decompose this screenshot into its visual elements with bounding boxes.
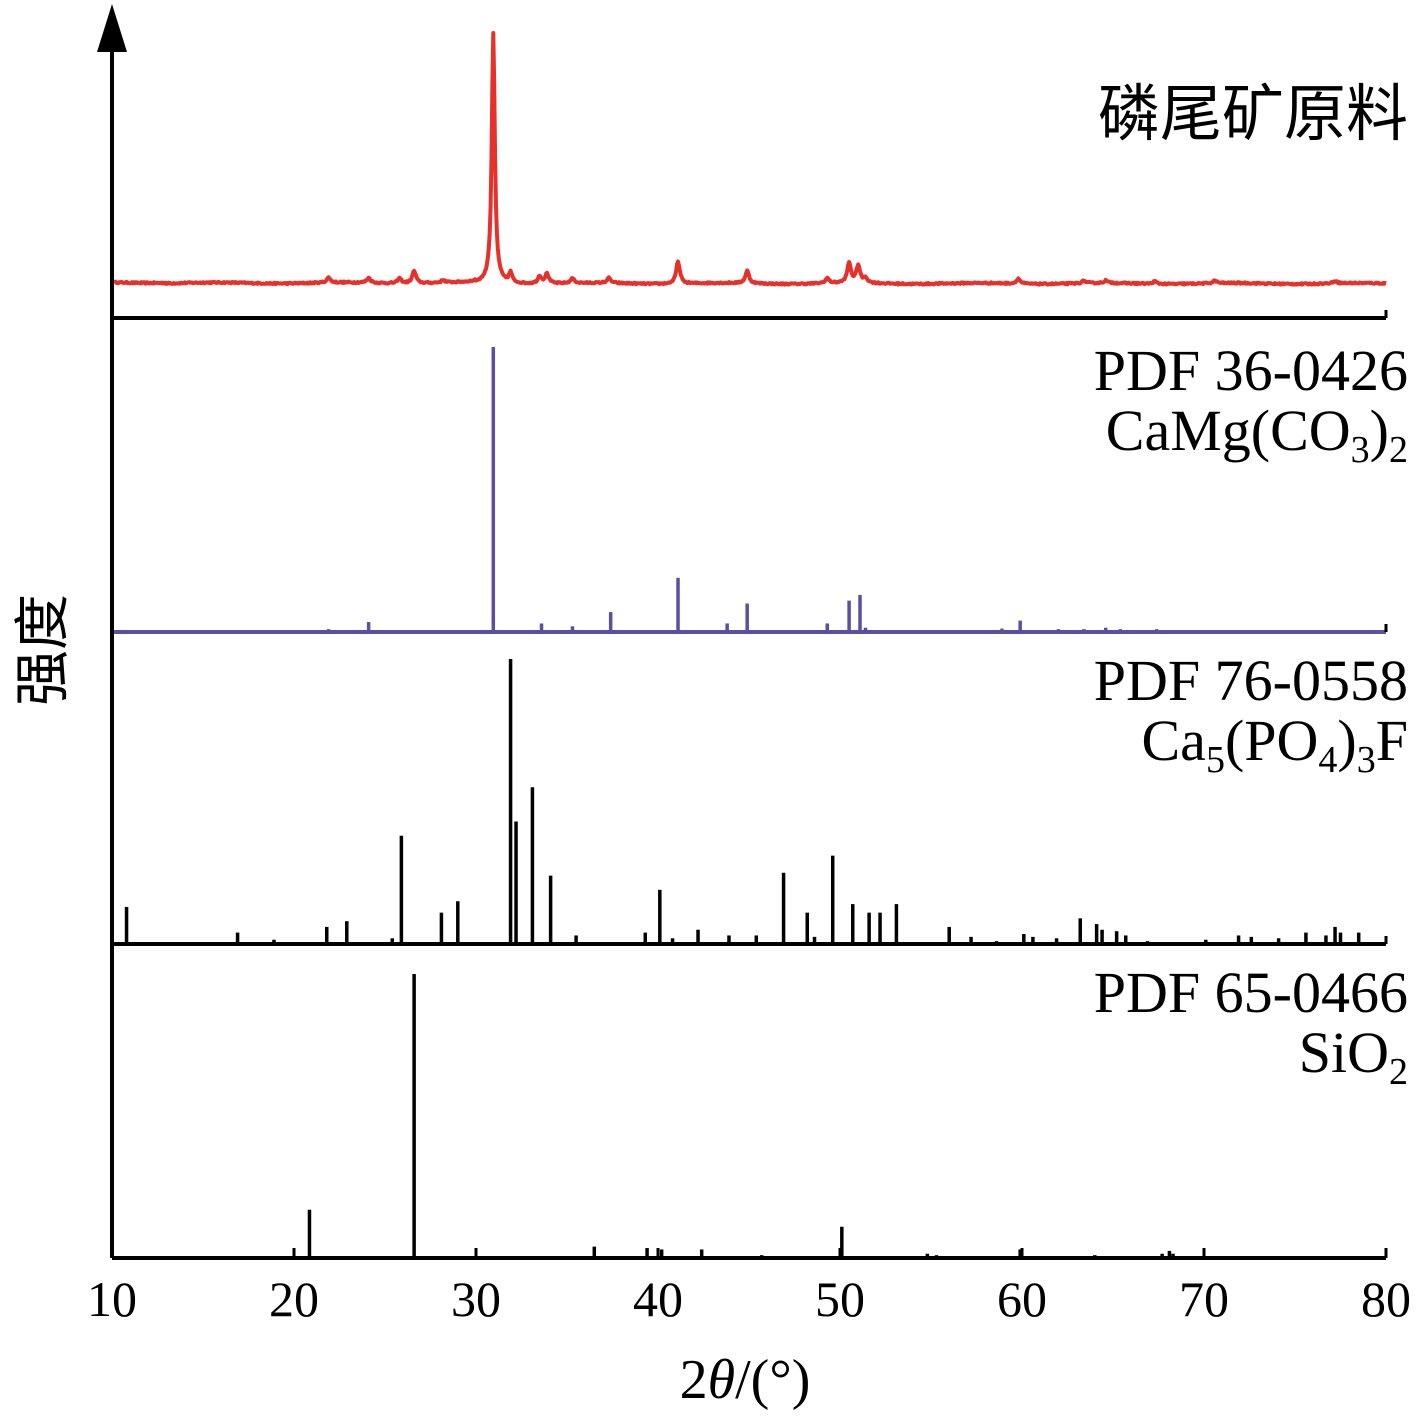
subscript: 3 — [1351, 429, 1370, 471]
label-text: ) — [1370, 398, 1389, 463]
x-tick-label: 40 — [633, 1271, 683, 1327]
x-tick-label: 20 — [269, 1271, 319, 1327]
label-text: F — [1376, 708, 1408, 773]
y-axis-arrow — [97, 4, 127, 52]
panels-layer — [112, 31, 1388, 1258]
x-axis-title: 2θ/(°) — [680, 1349, 811, 1411]
x-tick-label: 60 — [997, 1271, 1047, 1327]
panel-4-label-line-1: PDF 65-0466 — [1094, 960, 1408, 1025]
label-text: SiO — [1299, 1020, 1389, 1085]
panel-3 — [124, 659, 1361, 944]
label-text: Ca — [1142, 708, 1206, 773]
subscript: 5 — [1206, 739, 1225, 781]
label-text: (PO — [1225, 708, 1318, 773]
panel-1-label-line-1: 磷尾矿原料 — [1098, 81, 1408, 149]
theta-symbol: θ — [708, 1349, 736, 1411]
subscript: 4 — [1318, 739, 1337, 781]
x-tick-label: 30 — [451, 1271, 501, 1327]
x-axis-title-part: /(°) — [735, 1349, 810, 1411]
x-tick-label: 80 — [1361, 1271, 1411, 1327]
panel-3-label-line-2: Ca5(PO4)3F — [1142, 708, 1409, 781]
panel-2-label-line-1: PDF 36-0426 — [1094, 338, 1408, 403]
y-axis-title: 强度 — [13, 594, 75, 706]
label-text: ) — [1337, 708, 1356, 773]
panel-1 — [112, 31, 1388, 287]
panel-4-label-line-2: SiO2 — [1299, 1020, 1408, 1093]
label-text: PDF 36-0426 — [1094, 338, 1408, 403]
x-tick-label: 50 — [815, 1271, 865, 1327]
label-text: CaMg(CO — [1106, 398, 1351, 463]
subscript: 3 — [1357, 739, 1376, 781]
label-text: PDF 65-0466 — [1094, 960, 1408, 1025]
label-text: PDF 76-0558 — [1094, 648, 1408, 713]
panel-2-label-line-2: CaMg(CO3)2 — [1106, 398, 1408, 471]
x-axis-title-part: 2 — [680, 1349, 708, 1411]
pattern-curve — [112, 31, 1388, 287]
subscript: 2 — [1389, 1051, 1408, 1093]
panel-3-label-line-1: PDF 76-0558 — [1094, 648, 1408, 713]
subscript: 2 — [1389, 429, 1408, 471]
label-text: 磷尾矿原料 — [1098, 81, 1408, 149]
x-tick-label: 10 — [87, 1271, 137, 1327]
x-tick-label: 70 — [1179, 1271, 1229, 1327]
